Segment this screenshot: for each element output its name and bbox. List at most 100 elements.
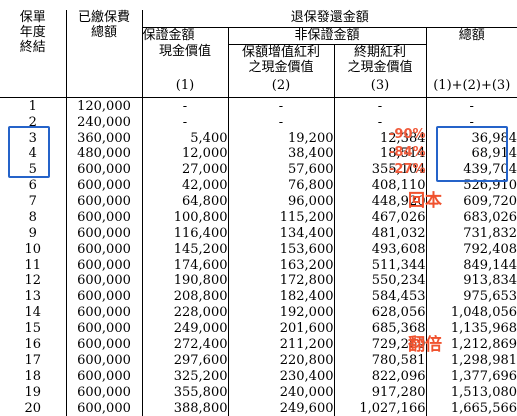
premium-cell: 120,000 [66, 97, 143, 115]
year-cell: 6 [0, 177, 67, 194]
premium-cell: 600,000 [66, 352, 143, 369]
cash-value-cell: 42,000 [142, 177, 229, 194]
premium-cell: 600,000 [66, 336, 143, 353]
cash-value-cell: 12,000 [142, 146, 229, 162]
bonus-value-cell: 182,400 [228, 288, 335, 305]
table-row: 16 600,000 272,400 211,200 729,269 1,212,869 [0, 336, 517, 353]
table-body: 1 120,000- - - -2 240,000- - - -3 360,000 5,400 19,… [0, 97, 517, 416]
table-row: 5 600,000 27,000 57,600 355,104 439,704 [0, 161, 517, 178]
premium-cell: 600,000 [66, 257, 143, 274]
double-label: 翻倍 [408, 335, 442, 355]
terminal-value-header: 終期紅利 之現金價值 [334, 44, 427, 79]
non-guaranteed-header: 非保證金額 [228, 27, 427, 45]
total-cell: 731,832 [463, 225, 517, 241]
terminal-value-cell: 408,110 [334, 177, 427, 194]
bonus-value-cell: 220,800 [228, 352, 335, 369]
terminal-value-cell: 493,608 [334, 241, 427, 258]
premium-cell: 600,000 [66, 161, 143, 178]
terminal-value-cell: 628,056 [334, 304, 427, 321]
total-cell: 609,720 [463, 194, 517, 210]
guaranteed-header: 保證金額 [142, 27, 229, 45]
premium-cell: 600,000 [66, 368, 143, 385]
table-row: 11 600,000 174,600 163,200 511,344 849,144 [0, 257, 517, 274]
bonus-value-header: 保額增值紅利 之現金價值 [228, 44, 335, 79]
year-cell: 13 [0, 288, 67, 305]
bonus-value-cell: 230,400 [228, 368, 335, 385]
year-end-header-line-3: 終結 [19, 40, 46, 55]
total-cell: 1,212,869 [450, 336, 517, 352]
premium-cell: 240,000 [66, 114, 143, 131]
cash-value-cell: 272,400 [142, 336, 229, 353]
total-cell: 439,704 [463, 162, 517, 178]
premium-cell: 600,000 [66, 225, 143, 242]
terminal-value-header-line-2: 之現金價值 [347, 59, 413, 75]
bonus-value-cell: - [228, 97, 335, 115]
label-1: (1) [142, 78, 229, 99]
premium-cell: 600,000 [66, 209, 143, 226]
year-cell: 17 [0, 352, 67, 369]
year-cell: 5 [0, 161, 67, 178]
cash-value-cell: 325,200 [142, 368, 229, 385]
bonus-value-cell: 153,600 [228, 241, 335, 258]
terminal-value-cell: 1,027,166 [334, 400, 427, 416]
cash-value-cell: 145,200 [142, 241, 229, 258]
terminal-value-cell: 822,096 [334, 368, 427, 385]
table-row: 1 120,000- - - - [0, 97, 517, 115]
terminal-value-cell: 18,514 [334, 146, 427, 162]
cash-value-header: 現金價值 [142, 44, 229, 61]
total-cell: 1,048,056 [450, 305, 517, 321]
cash-value-cell: 100,800 [142, 209, 229, 226]
table-row: 15 600,000 249,000 201,600 685,368 1,135,968 [0, 320, 517, 337]
header-row-2: 保證金額 非保證金額 總額 [0, 27, 517, 45]
bonus-value-cell: 211,200 [228, 336, 335, 353]
year-cell: 4 [0, 146, 67, 162]
bonus-value-cell: 96,000 [228, 193, 335, 210]
table-row: 9 600,000 116,400 134,400 481,032 731,832 [0, 225, 517, 242]
table-row: 19 600,000 355,800 240,000 917,280 1,513,080 [0, 384, 517, 401]
bonus-value-cell: 192,000 [228, 304, 335, 321]
cash-value-cell: - [142, 114, 229, 131]
cash-value-cell: - [142, 97, 229, 115]
table-row: 2 240,000- - - - [0, 114, 517, 131]
table-row: 14 600,000 228,000 192,000 628,056 1,048,056 [0, 304, 517, 321]
total-cell: 975,653 [463, 289, 517, 305]
pct-annotation-year-5: -27% [389, 162, 426, 177]
terminal-value-cell: 550,234 [334, 273, 427, 289]
premium-cell: 360,000 [66, 130, 143, 147]
terminal-value-cell: 12,384 [334, 130, 427, 147]
premium-cell: 600,000 [66, 241, 143, 258]
premium-cell: 600,000 [66, 304, 143, 321]
bonus-value-cell: 134,400 [228, 225, 335, 242]
table-row: 4 480,000 12,000 38,400 18,514 68,914 [0, 146, 517, 162]
year-cell: 11 [0, 257, 67, 274]
bonus-value-cell: 57,600 [228, 161, 335, 178]
bonus-value-cell: 38,400 [228, 146, 335, 162]
year-cell: 20 [0, 400, 67, 416]
cash-value-cell: 27,000 [142, 161, 229, 178]
year-cell: 14 [0, 304, 67, 321]
terminal-value-cell: - [334, 97, 427, 115]
terminal-value-header-line-1: 終期紅利 [353, 44, 406, 60]
table-row: 6 600,000 42,000 76,800 408,110 526,910 [0, 177, 517, 194]
cash-value-cell: 116,400 [142, 225, 229, 242]
premium-cell: 600,000 [66, 288, 143, 305]
cash-value-cell: 64,800 [142, 193, 229, 210]
table-row: 8 600,000 100,800 115,200 467,026 683,026 [0, 209, 517, 226]
total-cell: 1,665,566 [450, 400, 517, 416]
cash-value-cell: 190,800 [142, 273, 229, 289]
premium-cell: 600,000 [66, 273, 143, 289]
bonus-value-cell: 76,800 [228, 177, 335, 194]
label-2: (2) [228, 78, 335, 99]
cash-value-cell: 388,800 [142, 400, 229, 416]
total-cell: 1,377,696 [450, 368, 517, 384]
bonus-value-cell: 163,200 [228, 257, 335, 274]
year-cell: 8 [0, 209, 67, 226]
bonus-value-header-line-2: 之現金價值 [248, 59, 314, 75]
header-row-4 [0, 60, 517, 79]
premium-cell: 480,000 [66, 146, 143, 162]
total-cell: 849,144 [463, 257, 517, 273]
cash-value-cell: 249,000 [142, 320, 229, 337]
bonus-value-cell: - [228, 114, 335, 131]
bonus-value-cell: 201,600 [228, 320, 335, 337]
total-cell: 1,513,080 [450, 384, 517, 400]
